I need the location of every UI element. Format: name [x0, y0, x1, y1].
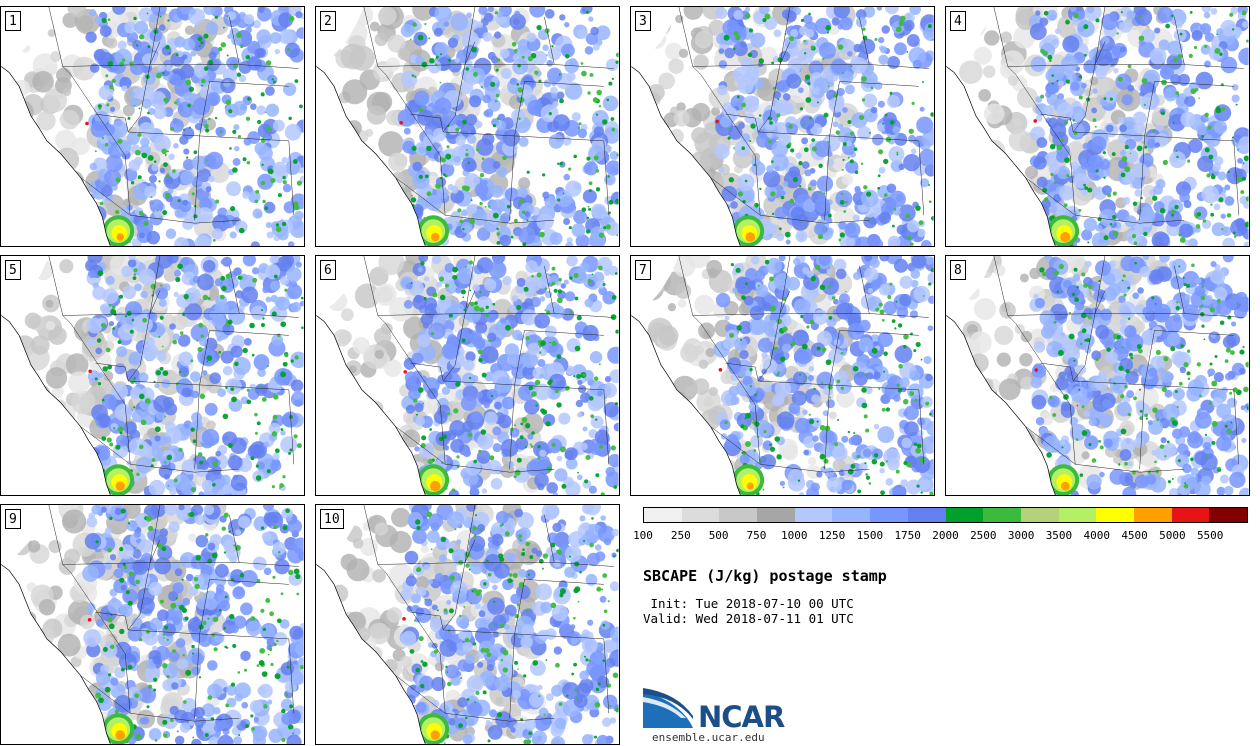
member-label-4: 4: [950, 11, 966, 31]
colorbar-swatch: [681, 508, 720, 522]
cape-map-4: [946, 7, 1249, 246]
cape-map-1: [1, 7, 304, 246]
init-time: Init: Tue 2018-07-10 00 UTC: [643, 596, 854, 611]
cape-map-3: [631, 7, 934, 246]
cape-map-6: [316, 256, 619, 495]
colorbar-swatch: [757, 508, 795, 522]
colorbar-swatch: [719, 508, 758, 522]
colorbar-swatch: [832, 508, 871, 522]
colorbar-swatch: [1171, 508, 1210, 522]
stamp-member-2[interactable]: 2: [315, 6, 620, 247]
cape-map-2: [316, 7, 619, 246]
cape-map-8: [946, 256, 1249, 495]
colorbar-tick-label: 1500: [856, 529, 884, 542]
site-url: ensemble.ucar.edu: [652, 731, 765, 744]
plot-title: SBCAPE (J/kg) postage stamp: [643, 567, 887, 585]
colorbar-tick-label: 1750: [894, 529, 921, 542]
colorbar-swatch: [644, 508, 682, 522]
colorbar-tick-label: 5500: [1196, 529, 1224, 542]
colorbar-tick-label: 4500: [1121, 529, 1148, 542]
colorbar-tick-label: 1000: [781, 529, 808, 542]
member-label-5: 5: [5, 260, 21, 280]
member-label-6: 6: [320, 260, 336, 280]
colorbar-tick-label: 750: [746, 529, 767, 542]
member-label-8: 8: [950, 260, 966, 280]
stamp-member-6[interactable]: 6: [315, 255, 620, 496]
ncar-logo-text: NCAR: [698, 700, 785, 734]
member-label-7: 7: [635, 260, 651, 280]
member-label-2: 2: [320, 11, 336, 31]
colorbar-swatch: [1020, 508, 1059, 522]
colorbar-tick-label: 4000: [1083, 529, 1111, 542]
stamp-member-5[interactable]: 5: [0, 255, 305, 496]
stamp-member-3[interactable]: 3: [630, 6, 935, 247]
colorbar-tick-label: 5000: [1159, 529, 1186, 542]
cape-map-10: [316, 505, 619, 744]
colorbar-swatch: [907, 508, 946, 522]
member-label-1: 1: [5, 11, 21, 31]
member-label-3: 3: [635, 11, 651, 31]
ncar-logo-icon: [643, 688, 693, 728]
colorbar-swatch: [794, 508, 833, 522]
colorbar-tick-label: 2000: [932, 529, 959, 542]
stamp-member-4[interactable]: 4: [945, 6, 1250, 247]
stamp-member-7[interactable]: 7: [630, 255, 935, 496]
colorbar-swatch: [1096, 508, 1134, 522]
colorbar-swatch: [1058, 508, 1097, 522]
colorbar-tick-label: 1250: [818, 529, 846, 542]
colorbar-tick-labels: 100 250 500 750 1000 1250 1500 1750 2000 2500 3000…: [633, 529, 1248, 543]
cape-map-9: [1, 505, 304, 744]
colorbar-tick-label: 500: [708, 529, 729, 542]
colorbar-swatch: [870, 508, 908, 522]
stamp-member-8[interactable]: 8: [945, 255, 1250, 496]
colorbar-tick-label: 3000: [1007, 529, 1035, 542]
colorbar-swatch: [945, 508, 984, 522]
stamp-member-1[interactable]: 1: [0, 6, 305, 247]
colorbar-swatch: [1133, 508, 1172, 522]
cape-map-7: [631, 256, 934, 495]
colorbar-swatch: [983, 508, 1021, 522]
colorbar-tick-label: 3500: [1045, 529, 1073, 542]
member-label-10: 10: [320, 509, 344, 529]
colorbar-tick-label: 2500: [970, 529, 997, 542]
colorbar: [643, 507, 1248, 523]
colorbar-swatch: [1209, 508, 1247, 522]
member-label-9: 9: [5, 509, 21, 529]
colorbar-tick-label: 100: [633, 529, 653, 542]
stamp-member-10[interactable]: 10: [315, 504, 620, 745]
stamp-member-9[interactable]: 9: [0, 504, 305, 745]
colorbar-tick-label: 250: [670, 529, 691, 542]
valid-time: Valid: Wed 2018-07-11 01 UTC: [643, 611, 854, 626]
cape-map-5: [1, 256, 304, 495]
